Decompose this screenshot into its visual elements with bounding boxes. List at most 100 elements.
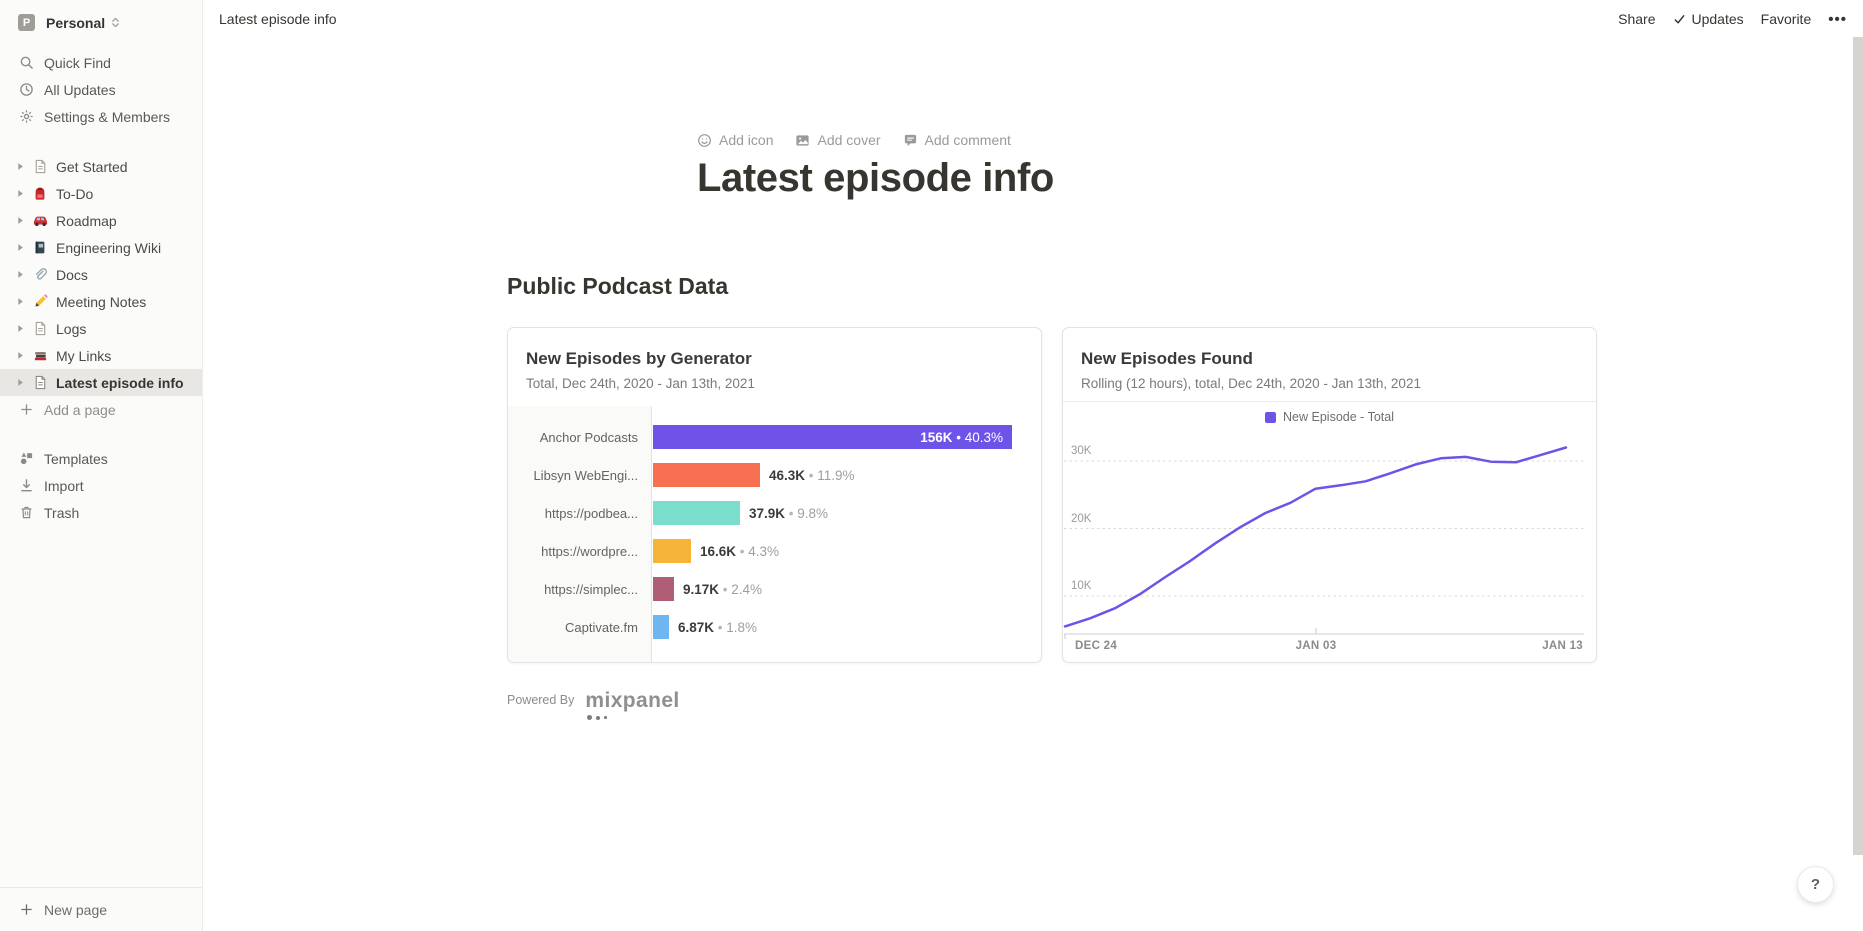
add-a-page-label: Add a page (44, 401, 116, 418)
workspace-switcher[interactable]: P Personal (0, 9, 202, 36)
sidebar-page-label: To-Do (56, 185, 94, 202)
sidebar-item-trash[interactable]: Trash (0, 499, 202, 526)
bar-fill[interactable] (653, 615, 669, 639)
sidebar-page-logs[interactable]: Logs (0, 315, 202, 342)
section-heading[interactable]: Public Podcast Data (507, 273, 729, 299)
bar-category-label: Captivate.fm (565, 619, 638, 635)
updates-label: Updates (1691, 11, 1744, 27)
help-button[interactable]: ? (1797, 866, 1834, 903)
sidebar-item-all-updates[interactable]: All Updates (0, 76, 202, 103)
search-icon (18, 55, 34, 70)
toggle-triangle-icon[interactable] (12, 378, 28, 387)
toggle-triangle-icon[interactable] (12, 270, 28, 279)
bar-row: https://wordpre... 16.6K • 4.3% (508, 532, 1041, 570)
breadcrumb[interactable]: Latest episode info (219, 11, 337, 27)
gear-icon (18, 109, 34, 124)
sidebar-page-label: Logs (56, 320, 87, 337)
bar-value-label: 16.6K • 4.3% (700, 543, 780, 559)
toggle-triangle-icon[interactable] (12, 216, 28, 225)
comment-icon (903, 133, 918, 148)
bar-row: Captivate.fm 6.87K • 1.8% (508, 608, 1041, 646)
smiley-icon (697, 133, 712, 148)
sidebar-page-label: Latest episode info (56, 374, 184, 391)
toggle-triangle-icon[interactable] (12, 351, 28, 360)
powered-by: Powered By mixpanel (507, 690, 1863, 720)
bar-fill[interactable]: 156K • 40.3% (653, 425, 1012, 449)
sidebar-page-to-do[interactable]: To-Do (0, 180, 202, 207)
sidebar-item-templates[interactable]: Templates (0, 445, 202, 472)
workspace-name: Personal (46, 14, 106, 31)
line-plot[interactable] (1063, 428, 1598, 644)
sidebar-page-meeting-notes[interactable]: Meeting Notes (0, 288, 202, 315)
mixpanel-logo-dots (587, 715, 607, 720)
legend-label: New Episode - Total (1283, 410, 1394, 424)
toggle-triangle-icon[interactable] (12, 189, 28, 198)
sidebar-item-label: Templates (44, 450, 108, 467)
bar-chart-plot: Anchor Podcasts 156K • 40.3% Libsyn WebE… (508, 406, 1041, 662)
page-icon (31, 321, 49, 336)
sidebar-item-label: Import (44, 477, 84, 494)
bar-fill[interactable] (653, 577, 674, 601)
toggle-triangle-icon[interactable] (12, 243, 28, 252)
pencil-icon (31, 294, 49, 309)
chart-legend: New Episode - Total (1063, 410, 1596, 424)
bar-category-column (508, 406, 652, 662)
scrollbar-thumb[interactable] (1853, 37, 1863, 855)
add-comment-button[interactable]: Add comment (903, 132, 1011, 148)
toggle-triangle-icon[interactable] (12, 297, 28, 306)
mixpanel-logo[interactable]: mixpanel (585, 690, 679, 720)
sidebar-item-quick-find[interactable]: Quick Find (0, 49, 202, 76)
templates-icon (18, 451, 34, 466)
sidebar-item-label: All Updates (44, 81, 116, 98)
bar-value-label: 37.9K • 9.8% (749, 505, 829, 521)
bar-fill[interactable] (653, 501, 740, 525)
sidebar-item-settings-members[interactable]: Settings & Members (0, 103, 202, 130)
sidebar-page-latest-episode-info[interactable]: Latest episode info (0, 369, 202, 396)
notebook-icon (31, 240, 49, 255)
more-options-button[interactable]: ••• (1828, 10, 1847, 28)
page-icon (31, 159, 49, 174)
add-a-page-button[interactable]: Add a page (0, 396, 202, 423)
paperclip-icon (31, 267, 49, 282)
share-button[interactable]: Share (1618, 11, 1656, 27)
bar-fill[interactable] (653, 463, 760, 487)
favorite-button[interactable]: Favorite (1760, 11, 1812, 27)
page-title[interactable]: Latest episode info (697, 156, 1054, 200)
line-chart-subtitle: Rolling (12 hours), total, Dec 24th, 202… (1081, 376, 1421, 391)
toggle-triangle-icon[interactable] (12, 162, 28, 171)
bar-category-label: https://wordpre... (541, 543, 638, 559)
add-icon-button[interactable]: Add icon (697, 132, 773, 148)
powered-by-label: Powered By (507, 693, 575, 707)
bar-value-label: 6.87K • 1.8% (678, 619, 758, 635)
sidebar-page-engineering-wiki[interactable]: Engineering Wiki (0, 234, 202, 261)
backpack-icon (31, 186, 49, 201)
sidebar-page-label: Get Started (56, 158, 128, 175)
sidebar-item-label: Settings & Members (44, 108, 171, 125)
y-axis-label: 30K (1071, 445, 1092, 457)
sidebar-page-docs[interactable]: Docs (0, 261, 202, 288)
new-page-button[interactable]: New page (0, 887, 202, 931)
toggle-triangle-icon[interactable] (12, 324, 28, 333)
card-divider (1063, 401, 1596, 402)
sidebar-item-import[interactable]: Import (0, 472, 202, 499)
sidebar-page-roadmap[interactable]: Roadmap (0, 207, 202, 234)
x-axis-label: JAN 13 (1542, 640, 1583, 652)
updates-button[interactable]: Updates (1673, 11, 1744, 27)
legend-swatch (1265, 411, 1277, 423)
sidebar-page-get-started[interactable]: Get Started (0, 153, 202, 180)
sidebar-page-my-links[interactable]: My Links (0, 342, 202, 369)
main-area: Latest episode info Share Updates Favori… (203, 0, 1863, 931)
add-cover-button[interactable]: Add cover (795, 132, 881, 148)
bar-row: Anchor Podcasts 156K • 40.3% (508, 418, 1041, 456)
bar-row: Libsyn WebEngi... 46.3K • 11.9% (508, 456, 1041, 494)
check-icon (1673, 13, 1686, 26)
add-icon-label: Add icon (719, 132, 774, 148)
bar-category-label: https://simplec... (544, 581, 638, 597)
add-comment-label: Add comment (924, 132, 1011, 148)
new-page-label: New page (44, 901, 108, 918)
sidebar-item-label: Quick Find (44, 54, 111, 71)
books-icon (31, 348, 49, 363)
sidebar-item-label: Trash (44, 504, 80, 521)
bar-fill[interactable] (653, 539, 691, 563)
line-chart-title: New Episodes Found (1081, 349, 1253, 368)
